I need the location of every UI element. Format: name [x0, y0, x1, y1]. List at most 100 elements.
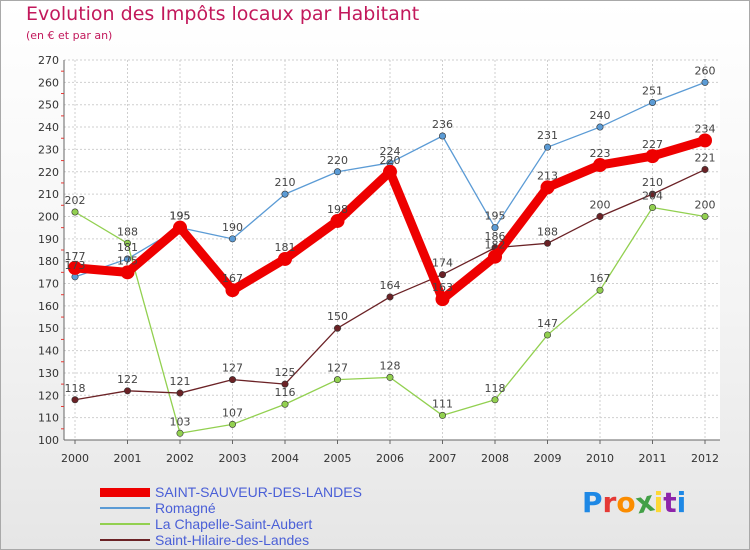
y-tick-label: 170 — [38, 278, 59, 291]
data-point-saint-sauveur-des-landes — [225, 283, 240, 298]
data-label-saint-hilaire-des-landes: 121 — [170, 375, 191, 388]
data-point-saint-hilaire-des-landes — [176, 389, 184, 397]
x-tick-label: 2003 — [219, 452, 247, 465]
data-point-la-chapelle-saint-aubert — [438, 411, 446, 419]
data-point-romagne — [491, 224, 499, 232]
data-label-saint-hilaire-des-landes: 125 — [275, 366, 296, 379]
y-tick-label: 230 — [38, 143, 59, 156]
x-tick-label: 2002 — [166, 452, 194, 465]
x-tick-label: 2000 — [61, 452, 89, 465]
y-tick-label: 250 — [38, 99, 59, 112]
x-tick-label: 2007 — [429, 452, 457, 465]
data-label-saint-sauveur-des-landes: 198 — [327, 203, 348, 216]
legend-swatch — [100, 523, 150, 525]
y-tick-label: 130 — [38, 367, 59, 380]
data-label-romagne: 220 — [327, 154, 348, 167]
data-point-saint-sauveur-des-landes — [383, 164, 397, 179]
data-label-saint-sauveur-des-landes: 220 — [380, 154, 401, 167]
data-point-saint-sauveur-des-landes — [330, 213, 345, 228]
data-label-romagne: 210 — [275, 176, 296, 189]
logo-letter: P — [582, 486, 603, 519]
data-point-romagne — [281, 190, 289, 198]
x-tick-label: 2012 — [691, 452, 719, 465]
data-point-la-chapelle-saint-aubert — [386, 373, 394, 381]
y-tick-label: 150 — [38, 322, 59, 335]
y-tick-label: 220 — [38, 166, 59, 179]
data-label-la-chapelle-saint-aubert: 103 — [170, 415, 191, 428]
data-point-saint-hilaire-des-landes — [281, 380, 289, 388]
y-tick-label: 270 — [38, 54, 59, 67]
data-label-saint-sauveur-des-landes: 227 — [642, 138, 663, 151]
data-label-la-chapelle-saint-aubert: 107 — [222, 406, 243, 419]
data-point-saint-hilaire-des-landes — [648, 190, 656, 198]
data-label-la-chapelle-saint-aubert: 202 — [65, 194, 86, 207]
data-label-saint-sauveur-des-landes: 223 — [590, 147, 611, 160]
data-label-saint-hilaire-des-landes: 164 — [380, 279, 401, 292]
y-tick-label: 120 — [38, 389, 59, 402]
data-point-saint-hilaire-des-landes — [438, 271, 446, 279]
legend-label: La Chapelle-Saint-Aubert — [155, 516, 313, 532]
x-tick-label: 2011 — [639, 452, 667, 465]
data-point-romagne — [124, 255, 132, 263]
data-label-saint-sauveur-des-landes: 234 — [695, 122, 716, 135]
data-label-romagne: 195 — [170, 210, 191, 223]
data-label-romagne: 240 — [590, 109, 611, 122]
data-label-la-chapelle-saint-aubert: 188 — [117, 225, 138, 238]
data-label-romagne: 236 — [432, 118, 453, 131]
x-tick-label: 2006 — [376, 452, 404, 465]
y-tick-label: 240 — [38, 121, 59, 134]
data-point-la-chapelle-saint-aubert — [333, 376, 341, 384]
data-point-saint-hilaire-des-landes — [543, 239, 551, 247]
legend-label: Romagné — [155, 500, 216, 516]
logo-letter: t — [663, 486, 677, 519]
data-point-la-chapelle-saint-aubert — [71, 208, 79, 216]
data-label-saint-sauveur-des-landes: 177 — [65, 250, 86, 263]
data-point-la-chapelle-saint-aubert — [176, 429, 184, 437]
data-label-saint-hilaire-des-landes: 221 — [695, 152, 716, 165]
data-label-la-chapelle-saint-aubert: 167 — [590, 272, 611, 285]
data-label-la-chapelle-saint-aubert: 128 — [380, 359, 401, 372]
data-point-saint-sauveur-des-landes — [593, 158, 607, 173]
y-tick-label: 100 — [38, 434, 59, 447]
data-point-romagne — [596, 123, 604, 131]
data-label-saint-sauveur-des-landes: 182 — [485, 239, 506, 252]
data-label-romagne: 260 — [695, 64, 716, 77]
y-tick-label: 210 — [38, 188, 59, 201]
data-point-saint-hilaire-des-landes — [71, 396, 79, 404]
data-point-saint-hilaire-des-landes — [229, 376, 237, 384]
chart-subtitle: (en € et par an) — [26, 29, 113, 42]
data-label-saint-hilaire-des-landes: 188 — [537, 225, 558, 238]
data-point-romagne — [438, 132, 446, 140]
data-point-la-chapelle-saint-aubert — [648, 204, 656, 212]
data-point-saint-sauveur-des-landes — [173, 220, 187, 235]
logo-letter: r — [602, 486, 617, 519]
legend-label: Saint-Hilaire-des-Landes — [155, 532, 310, 548]
data-point-la-chapelle-saint-aubert — [701, 212, 709, 220]
data-point-romagne — [701, 78, 709, 86]
logo-letter: o — [616, 486, 636, 519]
data-label-saint-hilaire-des-landes: 150 — [327, 310, 348, 323]
data-point-saint-hilaire-des-landes — [701, 166, 709, 174]
data-label-saint-sauveur-des-landes: 181 — [275, 241, 296, 254]
data-label-romagne: 173 — [65, 259, 86, 272]
x-tick-label: 2010 — [586, 452, 614, 465]
x-tick-label: 2008 — [481, 452, 509, 465]
legend-swatch — [100, 507, 150, 509]
data-point-saint-sauveur-des-landes — [435, 292, 450, 307]
data-label-romagne: 251 — [642, 84, 663, 97]
data-point-la-chapelle-saint-aubert — [491, 396, 499, 404]
x-tick-label: 2005 — [324, 452, 352, 465]
data-label-saint-sauveur-des-landes: 167 — [222, 272, 243, 285]
x-tick-label: 2004 — [271, 452, 299, 465]
data-point-saint-sauveur-des-landes — [540, 180, 555, 195]
data-label-saint-hilaire-des-landes: 122 — [117, 373, 138, 386]
y-tick-label: 140 — [38, 345, 59, 358]
y-tick-label: 180 — [38, 255, 59, 268]
data-label-saint-sauveur-des-landes: 213 — [537, 169, 558, 182]
y-tick-label: 260 — [38, 76, 59, 89]
data-point-romagne — [333, 168, 341, 176]
data-point-saint-sauveur-des-landes — [278, 251, 292, 266]
data-label-la-chapelle-saint-aubert: 116 — [275, 386, 296, 399]
data-point-saint-sauveur-des-landes — [120, 265, 135, 280]
